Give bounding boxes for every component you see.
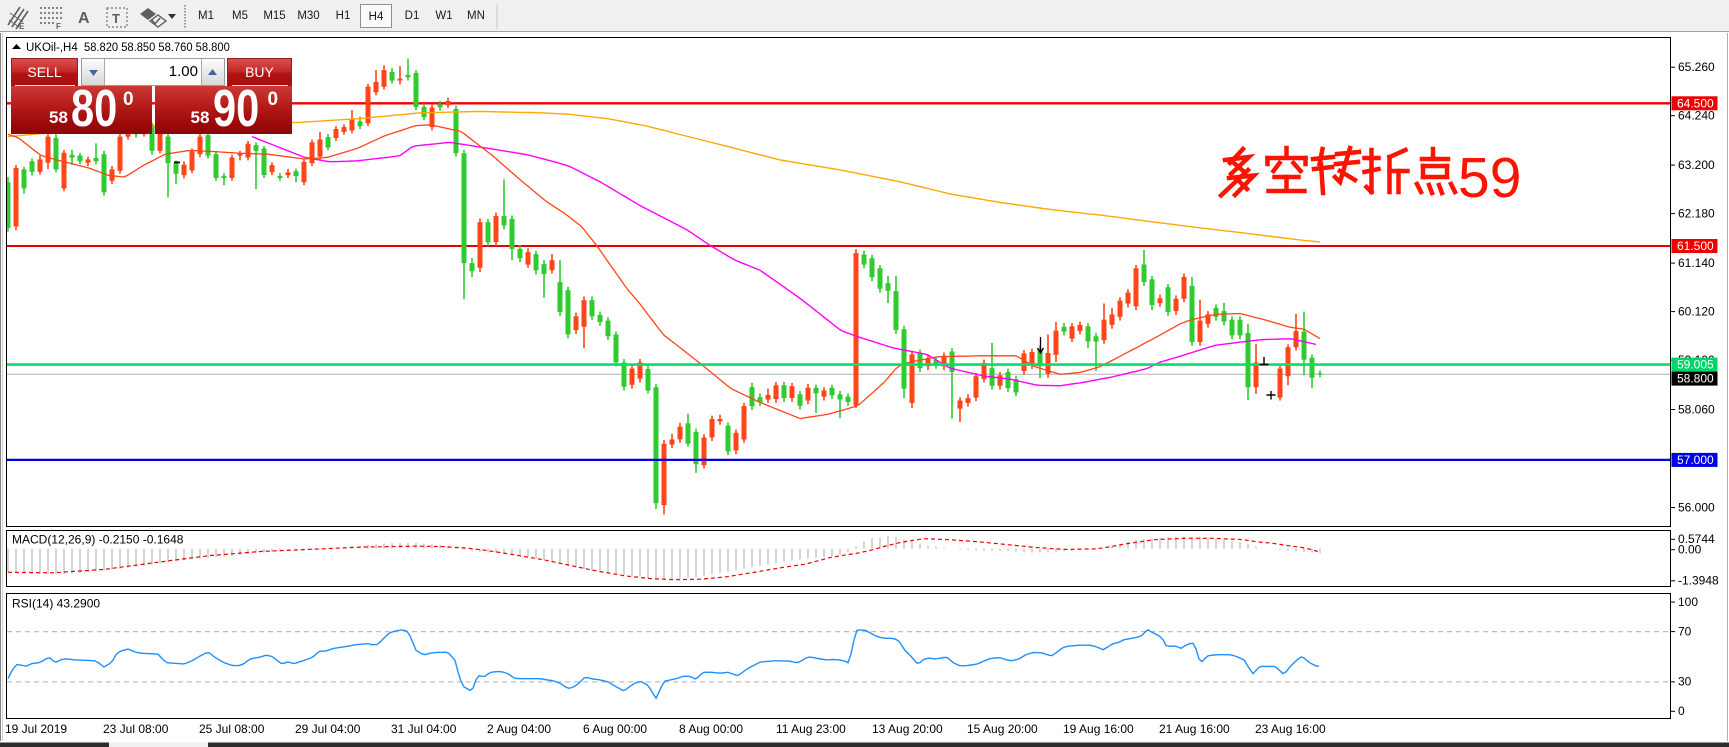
svg-text:57.000: 57.000: [1677, 453, 1714, 467]
svg-text:15 Aug 20:00: 15 Aug 20:00: [967, 722, 1038, 736]
svg-text:6 Aug 00:00: 6 Aug 00:00: [583, 722, 647, 736]
svg-text:23 Aug 16:00: 23 Aug 16:00: [1255, 722, 1326, 736]
svg-text:F: F: [56, 22, 61, 31]
svg-text:63.200: 63.200: [1678, 158, 1715, 172]
svg-text:13 Aug 20:00: 13 Aug 20:00: [872, 722, 943, 736]
svg-text:29 Jul 04:00: 29 Jul 04:00: [295, 722, 361, 736]
svg-text:MACD(12,26,9) -0.2150 -0.1648: MACD(12,26,9) -0.2150 -0.1648: [12, 533, 184, 547]
svg-text:61.140: 61.140: [1678, 256, 1715, 270]
svg-text:RSI(14) 43.2900: RSI(14) 43.2900: [12, 597, 100, 611]
svg-text:61.500: 61.500: [1677, 239, 1714, 253]
svg-text:0: 0: [1678, 704, 1685, 718]
svg-text:11 Aug 23:00: 11 Aug 23:00: [776, 722, 846, 736]
svg-text:58.060: 58.060: [1678, 402, 1715, 416]
svg-text:64.240: 64.240: [1678, 109, 1715, 123]
svg-text:65.260: 65.260: [1678, 60, 1715, 74]
svg-text:T: T: [112, 11, 120, 26]
svg-text:-1.3948: -1.3948: [1678, 574, 1719, 588]
svg-text:21 Aug 16:00: 21 Aug 16:00: [1159, 722, 1230, 736]
svg-text:E: E: [19, 22, 25, 31]
svg-text:64.500: 64.500: [1677, 96, 1714, 110]
svg-text:59.005: 59.005: [1677, 358, 1714, 372]
svg-text:30: 30: [1678, 675, 1692, 689]
svg-text:A: A: [78, 10, 90, 27]
svg-text:19 Jul 2019: 19 Jul 2019: [5, 722, 67, 736]
svg-text:8 Aug 00:00: 8 Aug 00:00: [679, 722, 743, 736]
svg-text:60.120: 60.120: [1678, 304, 1715, 318]
svg-text:62.180: 62.180: [1678, 206, 1715, 220]
svg-text:100: 100: [1678, 595, 1698, 609]
svg-text:19 Aug 16:00: 19 Aug 16:00: [1063, 722, 1134, 736]
svg-text:56.000: 56.000: [1678, 500, 1715, 514]
svg-text:58.800: 58.800: [1677, 372, 1714, 386]
svg-text:0.5744: 0.5744: [1678, 532, 1715, 546]
svg-text:2 Aug 04:00: 2 Aug 04:00: [487, 722, 551, 736]
svg-text:25 Jul 08:00: 25 Jul 08:00: [199, 722, 265, 736]
svg-text:59: 59: [1458, 146, 1521, 210]
svg-text:31 Jul 04:00: 31 Jul 04:00: [391, 722, 457, 736]
svg-text:23 Jul 08:00: 23 Jul 08:00: [103, 722, 169, 736]
svg-text:70: 70: [1678, 624, 1692, 638]
svg-text:0.00: 0.00: [1678, 543, 1702, 557]
